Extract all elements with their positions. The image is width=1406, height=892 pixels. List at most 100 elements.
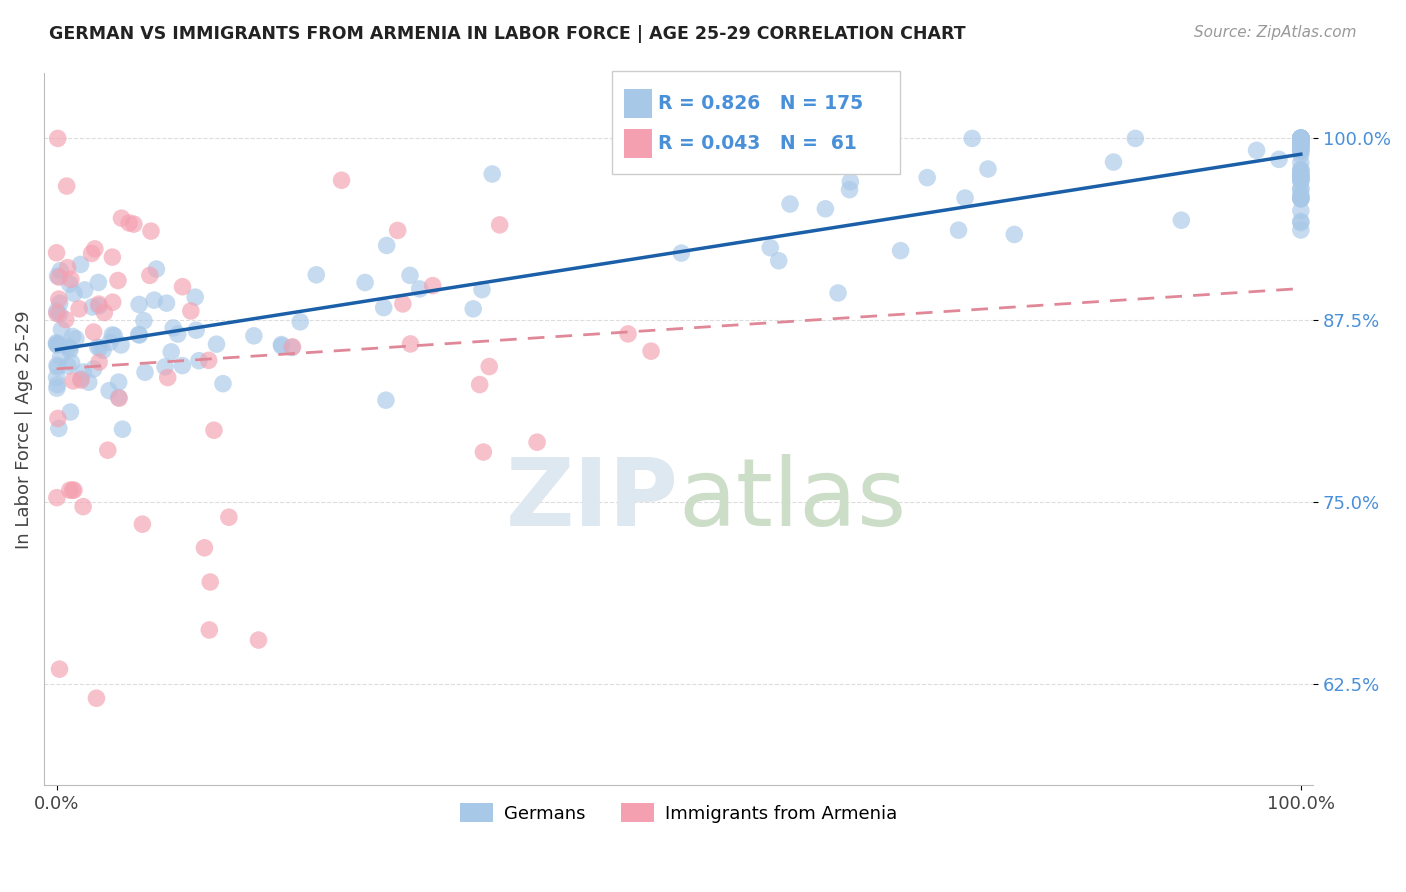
Point: [814, 202, 837, 216]
Point: [1289, 135, 1312, 149]
Point: [1289, 131, 1312, 145]
Point: [621, 144, 644, 158]
Point: [48, 296, 70, 310]
Point: [1289, 131, 1312, 145]
Point: [1289, 192, 1312, 206]
Point: [1289, 131, 1312, 145]
Point: [180, 304, 202, 318]
Point: [243, 329, 266, 343]
Point: [69, 257, 91, 271]
Point: [65, 332, 87, 346]
Point: [1289, 131, 1312, 145]
Point: [1289, 174, 1312, 188]
Point: [48, 307, 70, 321]
Point: [83, 325, 105, 339]
Point: [48, 421, 70, 435]
Point: [1289, 131, 1312, 145]
Point: [103, 329, 125, 343]
Point: [759, 241, 782, 255]
Point: [46, 359, 69, 373]
Point: [1289, 131, 1312, 145]
Text: GERMAN VS IMMIGRANTS FROM ARMENIA IN LABOR FORCE | AGE 25-29 CORRELATION CHART: GERMAN VS IMMIGRANTS FROM ARMENIA IN LAB…: [49, 25, 966, 43]
Point: [1289, 131, 1312, 145]
Point: [915, 170, 938, 185]
Point: [1289, 162, 1312, 177]
Point: [87, 340, 110, 354]
Point: [110, 211, 132, 226]
Point: [153, 359, 176, 374]
Point: [134, 365, 156, 379]
Point: [1289, 131, 1312, 145]
Point: [838, 183, 860, 197]
Point: [1289, 187, 1312, 202]
Point: [48, 292, 70, 306]
Point: [1289, 131, 1312, 145]
Point: [1289, 144, 1312, 158]
Point: [422, 278, 444, 293]
Point: [45, 491, 67, 505]
Point: [166, 326, 188, 341]
Text: ZIP: ZIP: [506, 454, 679, 547]
Point: [49, 263, 72, 277]
Point: [72, 500, 94, 514]
Point: [48, 662, 70, 676]
Point: [59, 277, 82, 291]
Point: [59, 343, 82, 358]
Point: [128, 297, 150, 311]
Point: [46, 360, 69, 375]
Point: [172, 279, 194, 293]
Point: [49, 350, 72, 364]
Point: [1289, 131, 1312, 145]
Point: [87, 299, 110, 313]
Point: [1289, 131, 1312, 145]
Point: [953, 191, 976, 205]
Point: [200, 574, 222, 589]
Point: [198, 623, 221, 637]
Point: [1289, 131, 1312, 145]
Point: [197, 353, 219, 368]
Point: [46, 131, 69, 145]
Point: [56, 339, 79, 353]
Point: [1289, 131, 1312, 145]
Point: [330, 173, 353, 187]
Point: [671, 246, 693, 260]
Point: [468, 377, 491, 392]
Point: [1289, 173, 1312, 187]
Point: [63, 286, 86, 301]
Point: [1289, 168, 1312, 182]
Point: [1289, 166, 1312, 180]
Point: [107, 375, 129, 389]
Point: [1289, 131, 1312, 145]
Point: [73, 283, 96, 297]
Point: [55, 312, 77, 326]
Point: [184, 290, 207, 304]
Point: [202, 423, 225, 437]
Point: [270, 337, 292, 351]
Point: [281, 340, 304, 354]
Y-axis label: In Labor Force | Age 25-29: In Labor Force | Age 25-29: [15, 310, 32, 549]
Point: [1289, 131, 1312, 145]
Point: [45, 337, 67, 351]
Point: [640, 344, 662, 359]
Point: [70, 372, 93, 386]
Point: [218, 510, 240, 524]
Point: [87, 276, 110, 290]
Point: [162, 321, 184, 335]
Point: [101, 295, 124, 310]
Point: [82, 300, 104, 314]
Point: [77, 376, 100, 390]
Point: [128, 328, 150, 343]
Point: [48, 270, 70, 285]
Text: atlas: atlas: [679, 454, 907, 547]
Point: [290, 315, 312, 329]
Point: [1289, 131, 1312, 145]
Point: [1289, 183, 1312, 197]
Point: [212, 376, 235, 391]
Text: R = 0.826   N = 175: R = 0.826 N = 175: [658, 94, 863, 113]
Point: [1289, 131, 1312, 145]
Point: [1289, 169, 1312, 184]
Point: [56, 260, 79, 275]
Point: [890, 244, 912, 258]
Point: [131, 517, 153, 532]
Point: [1289, 191, 1312, 205]
